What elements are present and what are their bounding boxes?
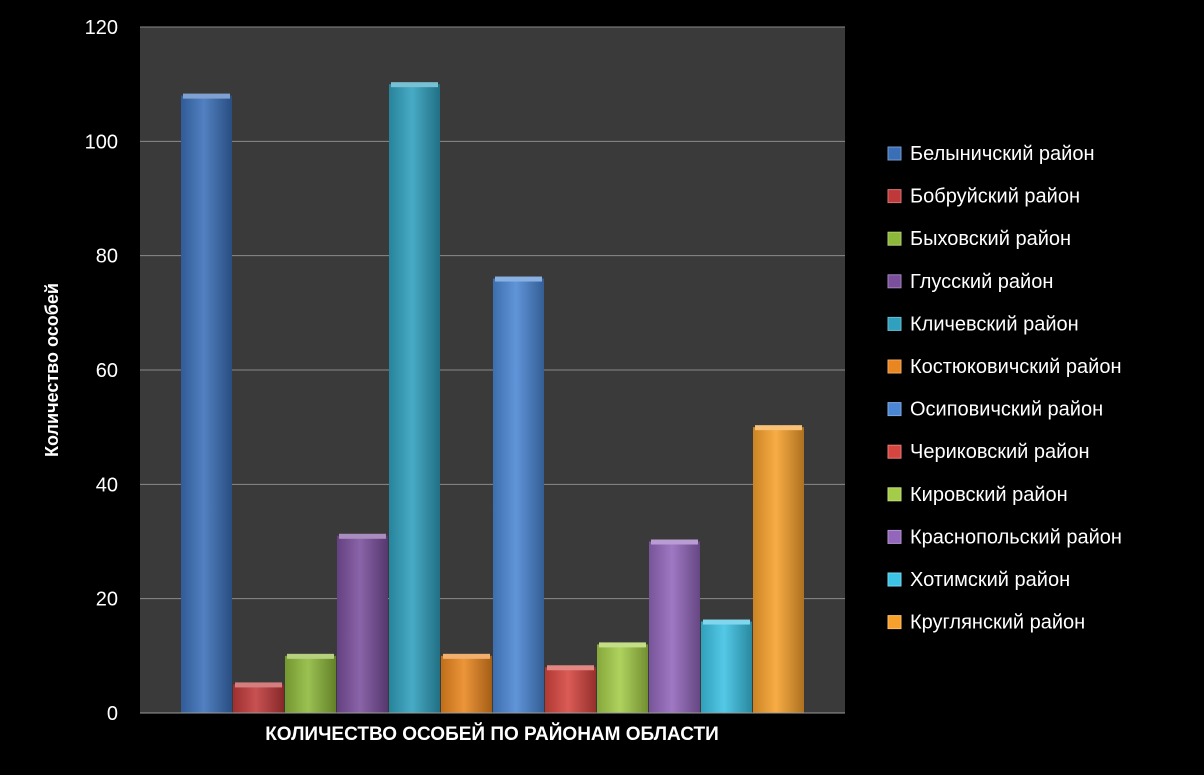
legend-swatch — [887, 529, 902, 544]
bar-cap — [495, 276, 542, 282]
bar — [181, 95, 232, 714]
legend-entry-label: Костюковичский район — [910, 356, 1121, 378]
legend-entry-label: Быховский район — [910, 228, 1071, 250]
bar — [441, 655, 492, 713]
legend-entry-label: Круглянский район — [910, 612, 1085, 634]
y-tick-label: 60 — [96, 360, 118, 382]
bar — [649, 541, 700, 713]
bar-cap — [547, 665, 594, 671]
y-axis-ticks: 0 20 40 60 80 100 120 — [85, 17, 118, 725]
y-tick-label: 20 — [96, 589, 118, 611]
bar — [701, 621, 752, 713]
bar — [389, 84, 440, 713]
bar-cap — [599, 642, 646, 648]
legend-swatch — [887, 615, 902, 630]
y-tick-label: 120 — [85, 17, 118, 39]
bar — [337, 535, 388, 713]
legend-entry-label: Хотимский район — [910, 569, 1070, 591]
legend-entry-label: Кличевский район — [910, 313, 1079, 335]
bar-cap — [391, 82, 438, 88]
y-tick-label: 100 — [85, 131, 118, 153]
y-axis-title: Количество особей — [42, 283, 62, 457]
legend-swatch — [887, 487, 902, 502]
bar-cap — [183, 93, 230, 99]
bars — [181, 82, 804, 714]
legend-entry-label: Чериковский район — [910, 441, 1089, 463]
bar — [597, 644, 648, 713]
bar — [285, 655, 336, 713]
legend-swatch — [887, 444, 902, 459]
y-tick-label: 0 — [107, 703, 118, 725]
bar-cap — [339, 533, 386, 539]
bar-cap — [651, 539, 698, 545]
legend-swatch — [887, 274, 902, 289]
bar — [493, 278, 544, 713]
legend-entry-label: Краснопольский район — [910, 526, 1122, 548]
legend-swatch — [887, 359, 902, 374]
y-tick-label: 80 — [96, 246, 118, 268]
legend-entry-label: Бобруйский район — [910, 186, 1080, 208]
bar-cap — [235, 682, 282, 688]
bar-cap — [443, 653, 490, 659]
bar-cap — [755, 425, 802, 431]
legend-entry-label: Белыничский район — [910, 143, 1095, 165]
legend-entry-label: Глусский район — [910, 271, 1053, 293]
gridlines — [140, 26, 845, 600]
legend: Белыничский район Бобруйский район Быховск… — [887, 143, 1122, 634]
legend-swatch — [887, 572, 902, 587]
legend-swatch — [887, 146, 902, 161]
legend-entry-label: Кировский район — [910, 484, 1068, 506]
bar — [233, 684, 284, 713]
legend-swatch — [887, 189, 902, 204]
y-tick-label: 40 — [96, 474, 118, 496]
legend-swatch — [887, 316, 902, 331]
bar-cap — [703, 619, 750, 625]
legend-swatch — [887, 231, 902, 246]
bar-cap — [287, 653, 334, 659]
legend-swatch — [887, 402, 902, 417]
bar — [753, 427, 804, 713]
bar — [545, 667, 596, 713]
legend-entry-label: Осиповичский район — [910, 399, 1103, 421]
x-axis-title: КОЛИЧЕСТВО ОСОБЕЙ ПО РАЙОНАМ ОБЛАСТИ — [265, 723, 719, 745]
